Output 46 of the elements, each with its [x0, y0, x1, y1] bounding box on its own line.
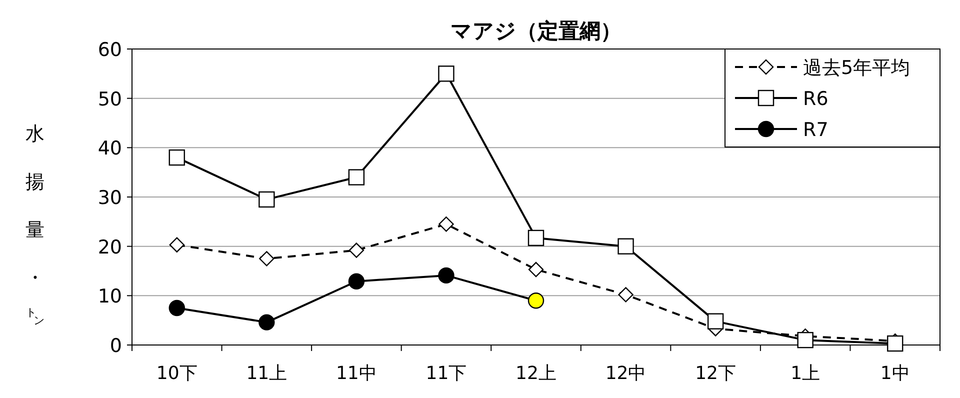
point — [169, 237, 184, 252]
x-tick-label: 12上 — [516, 363, 556, 384]
y-tick-label: 20 — [98, 236, 122, 258]
legend-label: 過去5年平均 — [803, 57, 910, 79]
ylabel: ン — [34, 314, 44, 327]
y-tick-label: 60 — [98, 39, 122, 61]
y-tick-label: 50 — [98, 88, 122, 110]
point — [348, 242, 364, 258]
point — [528, 230, 544, 246]
y-tick-label: 40 — [98, 138, 122, 160]
y-tick-label: 30 — [98, 187, 122, 209]
legend-label: R6 — [803, 88, 828, 110]
point — [168, 149, 185, 166]
point — [797, 332, 814, 348]
x-tick-label: 11上 — [246, 363, 288, 384]
x-tick-label: 10下 — [156, 363, 198, 384]
ylabel: ト — [26, 306, 36, 319]
point — [258, 191, 275, 208]
y-tick-label: 0 — [110, 335, 122, 357]
point — [348, 169, 365, 186]
x-tick-label: 12下 — [695, 363, 736, 384]
ylabel: 揚 — [26, 171, 44, 193]
y-tick-label: 10 — [98, 286, 122, 308]
point — [528, 292, 544, 309]
ylabel: ・ — [26, 267, 44, 289]
chart-title: マアジ（定置網） — [450, 19, 622, 43]
point — [528, 262, 544, 278]
point — [438, 267, 454, 284]
ylabel: 量 — [26, 219, 44, 241]
x-tick-label: 1上 — [790, 363, 820, 384]
point — [618, 287, 634, 302]
point — [618, 238, 634, 254]
point — [259, 251, 274, 266]
x-tick-label: 11下 — [426, 363, 467, 384]
point — [348, 273, 365, 290]
x-tick-label: 1中 — [880, 363, 910, 384]
x-tick-label: 12中 — [605, 363, 646, 384]
point — [258, 314, 275, 330]
ylabel: 水 — [26, 123, 44, 145]
point — [887, 335, 904, 352]
point — [438, 66, 454, 82]
x-tick-label: 11中 — [336, 363, 377, 384]
legend-label: R7 — [803, 119, 828, 141]
point — [438, 216, 454, 232]
point — [707, 313, 724, 330]
point — [168, 300, 185, 316]
